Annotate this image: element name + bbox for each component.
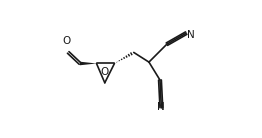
Text: N: N: [157, 103, 165, 112]
Polygon shape: [80, 62, 96, 65]
Text: O: O: [62, 36, 70, 46]
Text: O: O: [101, 67, 109, 77]
Text: N: N: [187, 30, 195, 39]
